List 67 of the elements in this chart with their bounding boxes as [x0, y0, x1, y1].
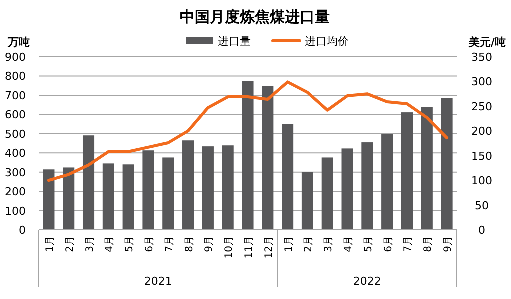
y2-tick-label: 100	[472, 174, 492, 188]
x-tick-label: 3月	[84, 236, 96, 252]
y2-tick-label: 300	[472, 76, 492, 89]
bar	[43, 170, 55, 230]
bar	[242, 81, 254, 230]
y2-tick-label: 0	[478, 224, 486, 237]
x-tick-label: 9月	[204, 236, 216, 252]
x-tick-label: 11月	[244, 236, 255, 259]
x-tick-label: 5月	[363, 236, 374, 252]
y-axis-title: 万吨	[7, 36, 30, 49]
bar	[182, 140, 194, 230]
legend-label: 进口均价	[305, 35, 349, 48]
text: 2022	[353, 275, 382, 288]
bar	[63, 168, 75, 230]
chart-title: 中国月度炼焦煤进口量	[180, 8, 330, 26]
text: 2021	[144, 275, 172, 288]
bar	[401, 112, 414, 230]
y2-tick-label: 350	[472, 51, 492, 64]
x-tick-label: 1月	[284, 236, 295, 252]
y2-tick-label: 200	[472, 125, 492, 138]
bar	[102, 164, 114, 230]
bar	[222, 146, 234, 230]
x-tick-label: 4月	[104, 236, 116, 252]
x-tick-label: 6月	[383, 236, 394, 252]
x-tick-label: 3月	[324, 236, 335, 252]
bar	[342, 148, 354, 230]
y-tick-label: 300	[5, 166, 26, 180]
bar	[282, 124, 294, 230]
x-tick-label: 2月	[64, 236, 76, 252]
y-tick-label: 200	[5, 186, 26, 199]
y2-tick-label: 50	[475, 199, 489, 212]
y-tick-label: 400	[5, 147, 26, 160]
x-tick-label: 2月	[304, 236, 315, 252]
bar	[362, 142, 374, 230]
y-tick-label: 800	[5, 70, 26, 84]
y2-tick-label: 150	[472, 150, 492, 163]
x-tick-label: 7月	[164, 236, 176, 252]
bar	[322, 158, 334, 230]
y2-tick-label: 250	[472, 100, 492, 114]
x-tick-label: 5月	[124, 236, 136, 252]
x-tick-label: 8月	[184, 236, 196, 252]
bar	[382, 134, 394, 230]
bar	[262, 86, 274, 230]
y-tick-label: 900	[5, 51, 26, 64]
y-tick-label: 700	[5, 89, 26, 102]
bar	[202, 146, 214, 230]
x-tick-label: 12月	[264, 236, 275, 259]
x-tick-label: 4月	[344, 236, 355, 252]
legend-label: 进口量	[218, 35, 251, 48]
bar	[441, 98, 453, 230]
x-tick-label: 1月	[44, 236, 56, 252]
bar	[122, 164, 134, 230]
x-tick-label: 6月	[144, 236, 156, 252]
x-tick-label: 10月	[224, 236, 236, 259]
y-tick-label: 100	[5, 204, 26, 218]
bar	[421, 107, 433, 230]
x-tick-label: 7月	[403, 236, 414, 252]
bar	[142, 150, 154, 230]
bar	[82, 136, 95, 230]
y-tick-label: 600	[5, 108, 26, 122]
x-tick-label: 8月	[423, 236, 434, 252]
bar	[162, 158, 174, 230]
y-tick-label: 500	[5, 128, 26, 141]
y-tick-label: 0	[19, 224, 26, 237]
x-tick-label: 9月	[443, 236, 454, 252]
y2-axis-title: 美元/吨	[468, 36, 506, 49]
bar	[302, 172, 314, 230]
